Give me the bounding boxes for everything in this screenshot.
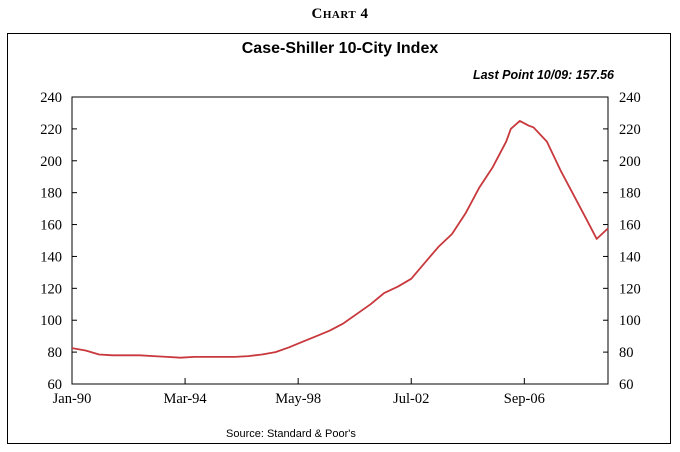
x-tick-label: May-98 [275, 391, 321, 407]
x-tick-label: Jan-90 [53, 391, 92, 407]
y-tick-label-left: 60 [48, 377, 63, 393]
last-point-annotation: Last Point 10/09: 157.56 [472, 68, 614, 82]
y-tick-label-left: 240 [40, 90, 62, 106]
y-tick-label-right: 180 [619, 186, 641, 202]
y-tick-label-left: 200 [40, 154, 62, 170]
y-tick-label-left: 180 [40, 186, 62, 202]
x-tick-label: Sep-06 [504, 391, 545, 407]
y-tick-label-left: 100 [40, 313, 62, 329]
y-tick-label-right: 100 [619, 313, 641, 329]
plot-border [71, 96, 609, 385]
y-tick-label-right: 140 [619, 249, 641, 265]
y-tick-label-left: 120 [40, 281, 62, 297]
x-tick-label: Mar-94 [163, 391, 207, 407]
source-note: Source: Standard & Poor's [226, 428, 356, 440]
chart-number: Chart 4 [311, 6, 369, 22]
y-tick-label-left: 220 [40, 122, 62, 138]
y-tick-label-right: 80 [619, 345, 634, 361]
series-layer [71, 120, 609, 359]
x-tick-label: Jul-02 [393, 391, 429, 407]
series-line-case-shiller [71, 120, 609, 359]
y-tick-label-left: 160 [40, 218, 62, 234]
y-tick-label-left: 80 [48, 345, 63, 361]
y-tick-label-right: 60 [619, 377, 634, 393]
chart-frame [7, 33, 671, 444]
y-tick-label-right: 240 [619, 90, 641, 106]
chart-title: Case-Shiller 10-City Index [241, 40, 439, 57]
axes: 60 60 80 80 100 100 120 120 140 140 160 160 180 180 20… [40, 90, 641, 407]
y-tick-label-left: 140 [40, 249, 62, 265]
y-tick-label-right: 220 [619, 122, 641, 138]
y-tick-label-right: 120 [619, 281, 641, 297]
y-tick-label-right: 200 [619, 154, 641, 170]
y-tick-label-right: 160 [619, 218, 641, 234]
